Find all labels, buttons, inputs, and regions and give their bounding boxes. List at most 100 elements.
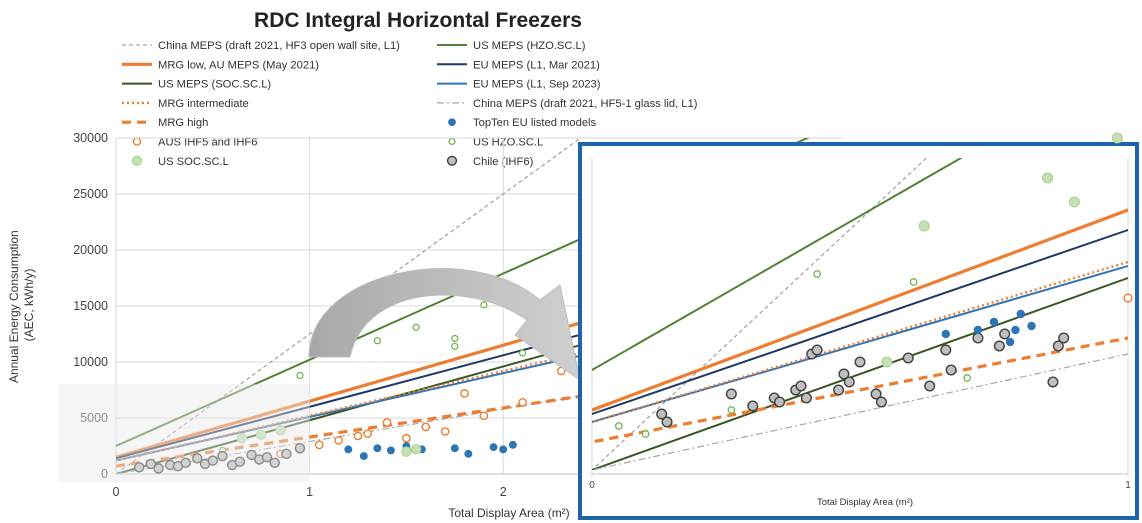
legend-marker-swatch xyxy=(132,137,142,146)
legend-label: EU MEPS (L1, Mar 2021) xyxy=(473,59,600,71)
legend-label: US SOC.SC.L xyxy=(158,156,229,168)
legend-marker-swatch xyxy=(448,137,456,146)
point-aus-ihf5-and-ihf6 xyxy=(440,427,450,436)
point-topten-eu-listed-models xyxy=(359,452,368,461)
point-topten-eu-listed-models xyxy=(373,444,382,453)
inset-point-chile-ihf6 xyxy=(902,352,914,364)
inset-x-axis-label: Total Display Area (m²) xyxy=(817,497,913,508)
inset-point-us-hzo-sc-l xyxy=(909,278,918,286)
point-topten-eu-listed-models xyxy=(344,445,353,454)
inset-point-chile-ihf6 xyxy=(774,396,786,408)
y-tick-label: 15000 xyxy=(73,299,108,313)
point-us-hzo-sc-l xyxy=(296,371,304,380)
point-chile-ihf6 xyxy=(192,453,203,464)
inset-point-chile-ihf6 xyxy=(838,368,850,380)
inset-point-chile-ihf6 xyxy=(656,408,668,420)
inset-series-line-china-meps-draft-2021-hf3-open-wall-site-l1 xyxy=(592,158,928,470)
point-aus-ihf5-and-ihf6 xyxy=(421,422,431,432)
inset-point-us-soc-sc-l xyxy=(1111,132,1123,144)
point-chile-ihf6 xyxy=(234,456,246,467)
inset-point-us-soc-sc-l xyxy=(918,220,930,232)
point-topten-eu-listed-models xyxy=(508,440,517,449)
series-line-china-meps-draft-2021-hf3-open-wall-site-l1 xyxy=(116,138,582,474)
inset-point-chile-ihf6 xyxy=(993,340,1005,352)
point-chile-ihf6 xyxy=(145,458,157,470)
inset-series-line-eu-meps-l1-mar-2021 xyxy=(592,228,1128,416)
legend-item-mrg-high: MRG high xyxy=(122,117,208,129)
inset-point-chile-ihf6 xyxy=(661,416,673,428)
inset-point-topten-eu-listed-models xyxy=(1016,309,1026,319)
point-aus-ihf5-and-ihf6 xyxy=(402,433,411,443)
legend-item-us-meps-hzo-sc-l: US MEPS (HZO.SC.L) xyxy=(437,40,586,52)
inset-point-chile-ihf6 xyxy=(972,332,984,344)
point-us-soc-sc-l xyxy=(401,446,412,457)
inset-point-chile-ihf6 xyxy=(1058,332,1070,344)
point-us-soc-sc-l xyxy=(410,444,422,455)
inset-point-chile-ihf6 xyxy=(795,380,807,392)
inset-series-lines xyxy=(592,158,1128,470)
inset-point-chile-ihf6 xyxy=(843,376,855,388)
inset-point-chile-ihf6 xyxy=(800,392,812,404)
inset-point-chile-ihf6 xyxy=(1047,376,1059,388)
point-aus-ihf5-and-ihf6 xyxy=(363,429,373,439)
point-topten-eu-listed-models xyxy=(499,445,508,454)
inset-x-tick-label: 0 xyxy=(589,480,595,491)
inset-series-line-china-meps-draft-2021-hf5-1-glass-lid-l1 xyxy=(592,353,1128,470)
x-axis-label: Total Display Area (m²) xyxy=(448,506,569,520)
legend-item-china-meps-draft-2021-hf5-1-glass-lid-l1: China MEPS (draft 2021, HF5-1 glass lid,… xyxy=(437,98,698,110)
point-chile-ihf6 xyxy=(281,448,292,460)
legend-item-topten-eu-listed-models: TopTen EU listed models xyxy=(448,117,597,129)
inset-point-us-hzo-sc-l xyxy=(727,406,736,414)
inset-point-topten-eu-listed-models xyxy=(989,317,999,327)
series-line-mrg-high xyxy=(116,355,842,468)
y-axis-label-line2: (AEC, kWh/y) xyxy=(22,269,36,342)
legend-item-mrg-low-au-meps-may-2021: MRG low, AU MEPS (May 2021) xyxy=(122,59,319,71)
point-us-soc-sc-l xyxy=(236,432,248,444)
point-us-hzo-sc-l xyxy=(480,301,488,309)
point-aus-ihf5-and-ihf6 xyxy=(334,436,343,445)
legend-marker-swatch xyxy=(448,118,456,127)
inset-series-line-eu-meps-l1-sep-2023 xyxy=(592,264,1128,424)
inset-series-line-mrg-high xyxy=(592,336,1128,444)
main-axis-ticks: 0 5000 10000 15000 20000 25000 30000 0 1 2 xyxy=(73,131,506,499)
point-aus-ihf5-and-ihf6 xyxy=(353,431,363,441)
legend-item-us-meps-soc-sc-l: US MEPS (SOC.SC.L) xyxy=(122,79,271,91)
inset-point-chile-ihf6 xyxy=(747,400,759,412)
inset-series-points xyxy=(614,132,1133,438)
inset-point-us-soc-sc-l xyxy=(1068,196,1080,208)
inset-point-aus-ihf5-and-ihf6 xyxy=(1123,293,1133,303)
point-us-hzo-sc-l xyxy=(451,334,459,343)
legend-label: US MEPS (SOC.SC.L) xyxy=(158,79,271,91)
inset-point-us-soc-sc-l xyxy=(881,356,893,368)
point-aus-ihf5-and-ihf6 xyxy=(518,397,527,407)
point-us-hzo-sc-l xyxy=(412,323,420,331)
legend-label: AUS IHF5 and IHF6 xyxy=(158,137,257,149)
inset-point-chile-ihf6 xyxy=(924,380,936,392)
legend-item-china-meps-draft-2021-hf3-open-wall-site-l1: China MEPS (draft 2021, HF3 open wall si… xyxy=(122,40,400,52)
legend-item-eu-meps-l1-mar-2021: EU MEPS (L1, Mar 2021) xyxy=(437,59,600,71)
point-chile-ihf6 xyxy=(134,462,145,473)
point-us-hzo-sc-l xyxy=(451,342,459,350)
inset-point-topten-eu-listed-models xyxy=(973,325,983,335)
point-topten-eu-listed-models xyxy=(489,443,498,452)
point-us-soc-sc-l xyxy=(275,425,286,436)
zoom-highlight-region xyxy=(58,384,310,482)
point-chile-ihf6 xyxy=(246,449,257,461)
zoom-arrow-shape xyxy=(308,268,581,382)
point-chile-ihf6 xyxy=(180,457,191,469)
inset-point-us-soc-sc-l xyxy=(1042,172,1054,184)
zoom-arrow xyxy=(308,268,581,382)
legend-marker-swatch xyxy=(446,155,458,166)
point-topten-eu-listed-models xyxy=(464,449,473,458)
legend-marker-swatch xyxy=(131,155,143,166)
inset-point-us-hzo-sc-l xyxy=(963,374,972,382)
inset-point-chile-ihf6 xyxy=(811,344,823,356)
inset-point-us-hzo-sc-l xyxy=(641,430,650,438)
legend-item-mrg-intermediate: MRG intermediate xyxy=(122,98,249,110)
y-tick-label: 10000 xyxy=(73,355,108,369)
inset-point-chile-ihf6 xyxy=(725,388,737,400)
point-aus-ihf5-and-ihf6 xyxy=(382,418,392,427)
x-tick-label: 1 xyxy=(306,485,313,499)
